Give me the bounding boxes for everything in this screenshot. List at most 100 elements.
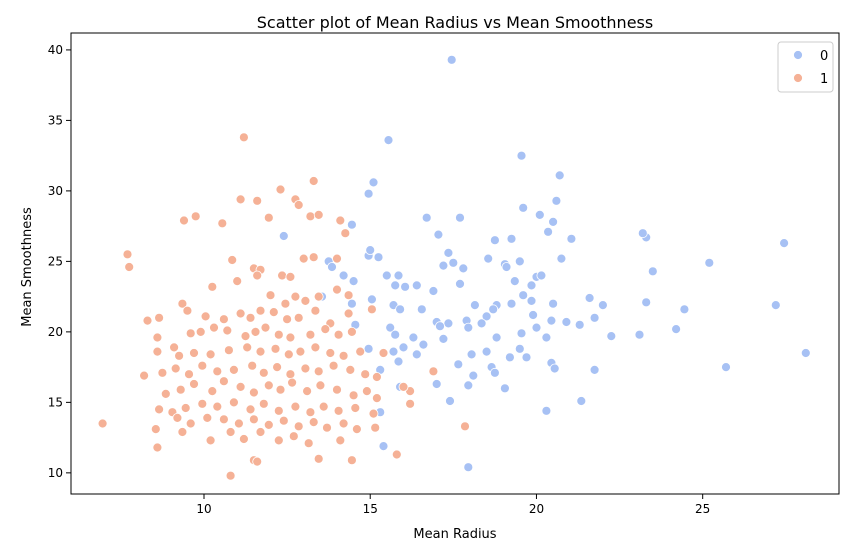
data-point-series-1-33 xyxy=(332,284,342,295)
data-point-series-1-165 xyxy=(398,381,409,392)
data-point-series-1-107 xyxy=(275,384,286,395)
legend-marker-0 xyxy=(793,50,803,60)
data-point-series-1-87 xyxy=(228,364,239,375)
data-point-series-0-81 xyxy=(408,332,419,343)
data-point-series-1-17 xyxy=(227,255,238,265)
points-layer xyxy=(97,54,811,481)
data-point-series-0-98 xyxy=(466,349,477,360)
y-tick-label-25: 25 xyxy=(48,254,63,268)
data-point-series-0-107 xyxy=(393,356,404,367)
data-point-series-0-45 xyxy=(536,270,547,281)
data-point-series-0-116 xyxy=(463,380,474,391)
data-point-series-0-56 xyxy=(584,293,595,303)
data-point-series-1-56 xyxy=(222,325,233,336)
data-point-series-1-78 xyxy=(338,350,349,361)
data-point-series-1-133 xyxy=(185,418,196,429)
y-tick-label-20: 20 xyxy=(48,325,63,339)
data-point-series-1-86 xyxy=(212,366,223,377)
data-point-series-0-11 xyxy=(548,216,558,227)
legend-label-0: 0 xyxy=(820,49,828,64)
data-point-series-0-90 xyxy=(606,331,617,342)
data-point-series-1-46 xyxy=(293,312,304,323)
data-point-series-1-145 xyxy=(370,422,381,433)
data-point-series-0-122 xyxy=(378,441,389,452)
data-point-series-0-1 xyxy=(383,135,394,146)
data-point-series-1-62 xyxy=(305,329,316,340)
data-point-series-1-129 xyxy=(350,403,361,413)
x-tick-label-25: 25 xyxy=(695,502,710,516)
data-point-series-1-72 xyxy=(255,346,266,357)
data-point-series-1-112 xyxy=(348,390,359,401)
data-point-series-1-92 xyxy=(300,363,311,374)
data-point-series-1-152 xyxy=(255,427,266,437)
data-point-series-1-140 xyxy=(293,421,304,432)
data-point-series-0-62 xyxy=(346,298,357,309)
data-point-series-1-80 xyxy=(378,348,389,358)
data-point-series-0-30 xyxy=(556,253,567,264)
data-point-series-1-100 xyxy=(175,384,186,395)
data-point-series-1-53 xyxy=(185,328,196,339)
data-point-series-1-146 xyxy=(97,418,108,429)
data-point-series-0-3 xyxy=(368,177,379,188)
data-point-series-1-45 xyxy=(282,314,293,325)
data-point-series-1-13 xyxy=(335,215,346,226)
data-point-series-1-81 xyxy=(139,370,150,381)
data-point-series-1-90 xyxy=(272,362,283,373)
data-point-series-1-25 xyxy=(207,281,218,292)
legend-box xyxy=(777,41,834,93)
data-point-series-1-139 xyxy=(278,415,289,426)
data-point-series-1-65 xyxy=(346,326,357,337)
data-point-series-0-88 xyxy=(541,332,552,343)
data-point-series-0-60 xyxy=(770,300,781,311)
data-point-series-0-65 xyxy=(395,304,406,315)
data-point-series-0-33 xyxy=(327,262,337,272)
data-point-series-1-134 xyxy=(202,412,213,423)
data-point-series-1-16 xyxy=(124,262,135,272)
data-point-series-0-77 xyxy=(671,324,681,335)
data-point-series-1-116 xyxy=(154,404,165,415)
data-point-series-0-63 xyxy=(366,294,377,305)
data-point-series-0-12 xyxy=(346,219,357,230)
data-point-series-1-44 xyxy=(268,307,279,318)
data-point-series-1-28 xyxy=(265,290,276,301)
data-point-series-1-75 xyxy=(295,346,306,357)
data-point-series-0-6 xyxy=(551,195,562,206)
data-point-series-1-32 xyxy=(313,291,324,302)
data-point-series-0-32 xyxy=(704,257,715,268)
data-point-series-1-89 xyxy=(258,367,269,378)
data-point-series-1-128 xyxy=(333,405,344,416)
data-point-series-0-92 xyxy=(800,348,811,358)
data-point-series-1-79 xyxy=(355,346,366,357)
data-point-series-0-48 xyxy=(400,281,411,292)
data-point-series-0-4 xyxy=(363,188,374,199)
legend-label-1: 1 xyxy=(820,72,828,87)
x-tick-label-10: 10 xyxy=(196,502,211,516)
data-point-series-0-100 xyxy=(504,352,515,363)
data-point-series-1-153 xyxy=(273,435,284,446)
data-point-series-0-53 xyxy=(518,290,529,301)
data-point-series-1-136 xyxy=(233,418,244,429)
data-point-series-0-71 xyxy=(488,304,499,315)
x-tick-label-15: 15 xyxy=(363,502,378,516)
data-point-series-0-41 xyxy=(501,262,512,272)
data-point-series-1-82 xyxy=(157,367,168,378)
data-point-series-0-9 xyxy=(455,212,465,223)
data-point-series-0-79 xyxy=(385,322,396,333)
data-point-series-1-95 xyxy=(345,364,356,375)
data-point-series-1-83 xyxy=(170,363,181,374)
data-point-series-1-138 xyxy=(263,419,274,430)
data-point-series-0-51 xyxy=(469,300,480,311)
data-point-series-1-156 xyxy=(335,435,346,446)
data-point-series-1-12 xyxy=(263,212,274,223)
data-point-series-0-28 xyxy=(506,233,517,244)
y-axis-label: Mean Smoothness xyxy=(20,207,35,327)
data-point-series-1-38 xyxy=(182,305,193,316)
y-tick-label-15: 15 xyxy=(48,395,63,409)
data-point-series-0-95 xyxy=(398,342,409,353)
data-point-series-0-43 xyxy=(526,280,537,291)
data-point-series-1-58 xyxy=(250,326,261,337)
data-point-series-1-6 xyxy=(293,200,304,210)
data-point-series-0-72 xyxy=(506,298,517,309)
data-point-series-1-0 xyxy=(238,132,249,143)
data-point-series-1-93 xyxy=(313,366,324,377)
